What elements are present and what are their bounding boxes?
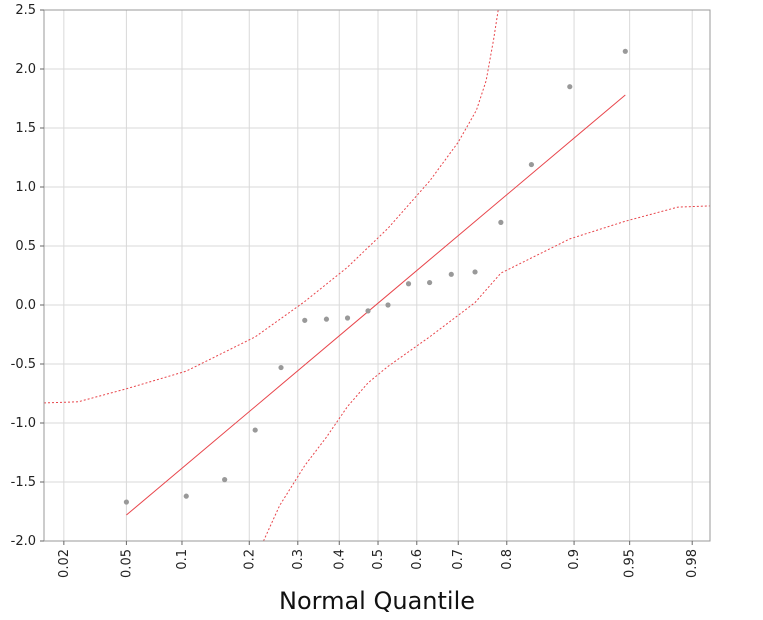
data-point (123, 499, 129, 505)
confidence-bands (43, 9, 711, 542)
x-axis-label: Normal Quantile (279, 587, 475, 615)
fit-line (126, 94, 626, 516)
x-tick-label: 0.3 (291, 549, 306, 570)
y-tick-label: 0.0 (15, 298, 36, 313)
data-point (498, 219, 504, 225)
x-tick-label: 0.6 (410, 549, 425, 570)
data-point (567, 84, 573, 90)
y-tick-label: 0.5 (15, 239, 36, 254)
data-point (302, 317, 308, 323)
x-tick-label: 0.02 (57, 549, 72, 578)
y-axis-ticks: -2.0 -1.5 -1.0 -0.5 0.0 0.5 1.0 1.5 2.0 2.5 (11, 3, 44, 549)
x-tick-label: 0.8 (500, 549, 515, 570)
data-point (222, 477, 228, 483)
x-tick-label: 0.1 (175, 549, 190, 570)
data-point (405, 281, 412, 287)
data-point (344, 315, 351, 321)
y-tick-label: -1.0 (11, 416, 36, 431)
x-tick-label: 0.95 (623, 549, 638, 578)
data-point (278, 364, 284, 371)
data-point (365, 308, 371, 314)
data-points (123, 48, 628, 505)
y-tick-label: -2.0 (11, 534, 36, 549)
x-tick-label: 0.7 (451, 549, 466, 570)
y-tick-label: -1.5 (11, 475, 36, 490)
y-tick-label: 1.0 (15, 180, 36, 195)
grid-lines (44, 9, 710, 542)
x-tick-label: 0.98 (685, 549, 700, 578)
data-point (472, 269, 478, 275)
y-tick-label: -0.5 (11, 357, 36, 372)
x-tick-label: 0.9 (567, 549, 582, 570)
y-tick-label: 2.5 (15, 3, 36, 18)
x-tick-label: 0.2 (242, 549, 257, 570)
data-point (385, 302, 391, 308)
fit-line-group (126, 94, 626, 516)
data-point (427, 279, 433, 286)
x-axis-ticks: 0.02 0.05 0.1 0.2 0.3 0.4 0.5 0.6 0.7 0.8 0.9 0.95 0… (57, 541, 700, 578)
data-point (448, 271, 454, 277)
data-point (528, 161, 535, 168)
data-point (622, 48, 628, 54)
plot-frame (43, 9, 711, 542)
x-tick-label: 0.05 (119, 549, 134, 578)
data-point (323, 316, 330, 322)
data-point (252, 427, 258, 433)
data-point (183, 493, 189, 499)
x-tick-label: 0.5 (371, 549, 386, 570)
x-tick-label: 0.4 (332, 549, 347, 570)
y-tick-label: 2.0 (15, 62, 36, 77)
lower-band-line (263, 205, 711, 542)
y-tick-label: 1.5 (15, 121, 36, 136)
upper-band-line (43, 9, 499, 404)
